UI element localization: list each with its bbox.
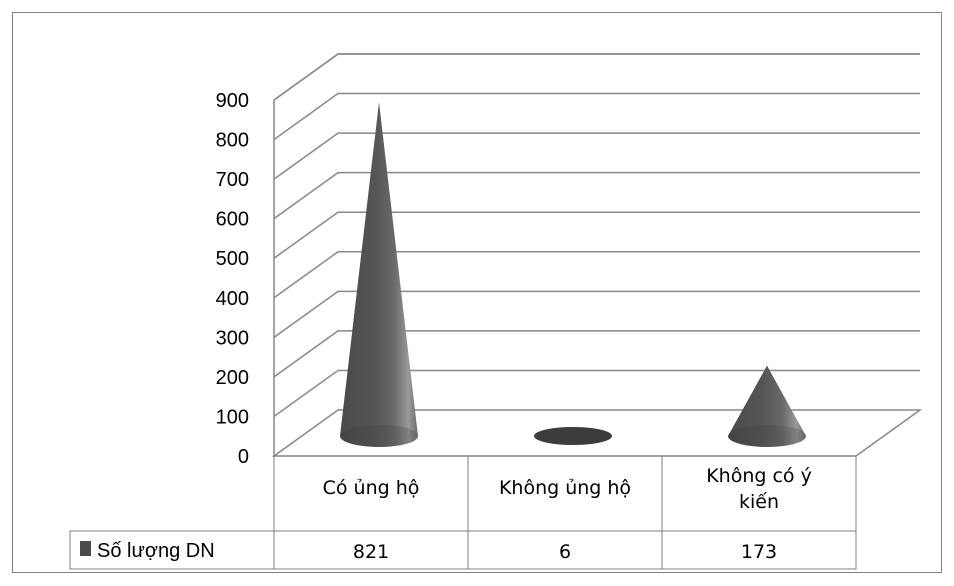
- data-value: 821: [353, 541, 389, 563]
- gridline: [273, 330, 920, 378]
- y-tick-label: 100: [216, 406, 249, 428]
- gridline: [273, 251, 920, 299]
- gridline: [273, 53, 920, 101]
- y-tick-label: 500: [216, 248, 249, 270]
- gridlines: [273, 53, 920, 418]
- cone-body: [340, 102, 418, 448]
- y-tick-label: 400: [216, 288, 249, 310]
- category-label: Có ủng hộ: [323, 477, 420, 499]
- gridline: [273, 171, 920, 220]
- y-axis-ticks: 0 100 200 300 400 500 600 700 800 900: [216, 90, 249, 468]
- category-label: Không ủng hộ: [499, 477, 631, 499]
- legend-key: [80, 541, 91, 556]
- cone-2: [728, 365, 806, 447]
- y-tick-label: 600: [216, 209, 249, 231]
- cone-base-shadow: [728, 425, 806, 447]
- gridline: [273, 369, 920, 418]
- data-table: Có ủng hộ Không ủng hộ Không có ý kiến Số lư…: [69, 455, 857, 570]
- cone-series: [340, 102, 806, 448]
- chart-border: [12, 12, 942, 573]
- series-name: Số lượng DN: [97, 540, 215, 562]
- category-label: kiến: [739, 491, 779, 513]
- y-tick-label: 200: [216, 367, 249, 389]
- value-row: [69, 530, 857, 570]
- data-value: 6: [559, 541, 571, 563]
- y-tick-label: 300: [216, 327, 249, 349]
- gridline: [273, 211, 920, 259]
- gridline: [273, 132, 920, 180]
- y-tick-label: 700: [216, 169, 249, 191]
- data-value: 173: [741, 541, 777, 563]
- gridline: [273, 290, 920, 338]
- cone-1: [534, 427, 612, 445]
- gridline: [273, 92, 920, 141]
- cone-base-shadow: [340, 425, 418, 447]
- cone-0: [340, 102, 418, 448]
- category-label: Không có ý: [706, 465, 812, 487]
- cone-base: [534, 427, 612, 445]
- y-tick-label: 800: [216, 130, 249, 152]
- y-tick-label: 900: [216, 90, 249, 112]
- y-tick-label: 0: [238, 446, 249, 468]
